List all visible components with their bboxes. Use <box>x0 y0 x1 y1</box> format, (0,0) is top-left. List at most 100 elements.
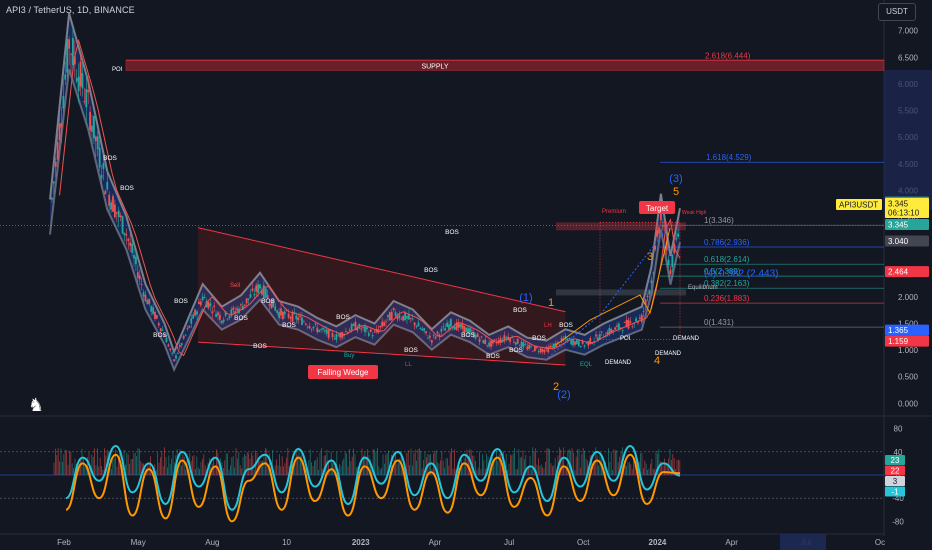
candle-body <box>471 330 473 331</box>
candle-body <box>610 328 613 333</box>
candle-body <box>461 323 464 329</box>
candle-body <box>398 314 401 318</box>
candle-body <box>135 256 137 265</box>
candle-body <box>123 232 126 236</box>
osc-tick-label: -40 <box>892 494 904 503</box>
candle-body <box>513 341 515 343</box>
fib-level-label: 0(1.431) <box>704 318 734 327</box>
candle-body <box>280 308 282 316</box>
candle-body <box>595 334 597 337</box>
price-tick-label: 2.000 <box>898 293 919 302</box>
candle-body <box>58 123 61 141</box>
candle-body <box>497 339 500 343</box>
bos-label: BOS <box>174 298 188 305</box>
bos-label: BOS <box>513 307 527 314</box>
currency-button[interactable]: USDT <box>878 3 916 21</box>
candle-body <box>310 328 313 330</box>
candle-body <box>465 327 468 333</box>
candle-body <box>541 349 544 352</box>
candle-body <box>635 318 637 322</box>
price-tag <box>885 219 929 230</box>
candle-body <box>539 348 542 353</box>
candle-body <box>291 311 294 322</box>
candle-body <box>62 96 65 109</box>
price-tag <box>885 207 929 218</box>
candle-body <box>203 296 206 298</box>
candle-body <box>306 326 309 328</box>
candle-body <box>278 312 280 318</box>
candle-body <box>72 37 74 66</box>
candle-body <box>528 344 531 349</box>
candle-body <box>318 329 321 332</box>
wave-label-blue: (2) <box>557 389 570 401</box>
candle-body <box>241 305 244 311</box>
candle-body <box>133 255 135 259</box>
candle-body <box>125 234 128 236</box>
buy-label: Buy <box>344 353 354 359</box>
candle-body <box>138 275 141 280</box>
candle-body <box>629 321 632 323</box>
candle-body <box>144 294 147 302</box>
wedge-lower-line <box>197 341 566 366</box>
candle-body <box>364 326 366 333</box>
candle-body <box>261 290 263 295</box>
time-tick-label: Aug <box>205 538 219 547</box>
candle-body <box>324 329 326 332</box>
osc-tick-label: 80 <box>894 425 903 434</box>
candle-body <box>114 204 116 218</box>
price-tick-label: 7.000 <box>898 27 919 36</box>
time-tick-label: 2023 <box>352 538 370 547</box>
candle-body <box>148 298 151 305</box>
candle-body <box>675 237 678 240</box>
candle-body <box>637 321 639 323</box>
candle-body <box>555 343 557 348</box>
candle-body <box>568 338 571 340</box>
candle-body <box>421 328 424 331</box>
candle-body <box>156 315 158 319</box>
candle-body <box>614 327 616 330</box>
candle-body <box>530 346 532 348</box>
candle-body <box>650 280 653 284</box>
candle-body <box>639 317 641 319</box>
wedge-upper-line <box>197 227 566 313</box>
sell-label: Sell <box>230 283 240 289</box>
candle-body <box>283 311 286 315</box>
price-tag <box>885 324 929 336</box>
candle-body <box>427 337 429 339</box>
candle-body <box>127 238 130 241</box>
candle-body <box>658 227 660 234</box>
candle-body <box>211 311 214 314</box>
candle-body <box>463 325 466 334</box>
candle-body <box>51 197 53 200</box>
candle-body <box>631 326 634 328</box>
candle-body <box>54 161 57 167</box>
candle-body <box>371 335 374 337</box>
time-tick-label: May <box>131 538 146 547</box>
candle-body <box>432 334 435 336</box>
candle-body <box>455 322 458 331</box>
candle-body <box>251 288 254 291</box>
wave-label-orange: 1 <box>548 297 554 309</box>
candle-body <box>392 307 395 311</box>
candle-body <box>157 323 160 326</box>
candle-body <box>411 318 414 320</box>
candle-body <box>627 319 630 329</box>
candle-body <box>379 325 382 328</box>
candle-body <box>301 317 303 325</box>
candle-body <box>402 315 405 321</box>
candle-body <box>259 284 261 289</box>
candle-body <box>408 314 410 320</box>
candle-body <box>106 181 109 190</box>
fib-level-label: 2.618(6.444) <box>705 51 751 60</box>
candle-body <box>652 272 655 274</box>
candle-body <box>660 209 662 221</box>
candle-body <box>331 332 334 338</box>
wave4-overlay-text: (4) 0.382 (2.443) <box>704 268 779 279</box>
candle-body <box>387 314 389 317</box>
wave-label-orange: 3 <box>647 251 653 263</box>
price-tag-label: API3USDT <box>839 201 878 210</box>
candle-body <box>553 343 555 349</box>
candle-body <box>201 296 204 301</box>
price-tag <box>885 335 929 347</box>
